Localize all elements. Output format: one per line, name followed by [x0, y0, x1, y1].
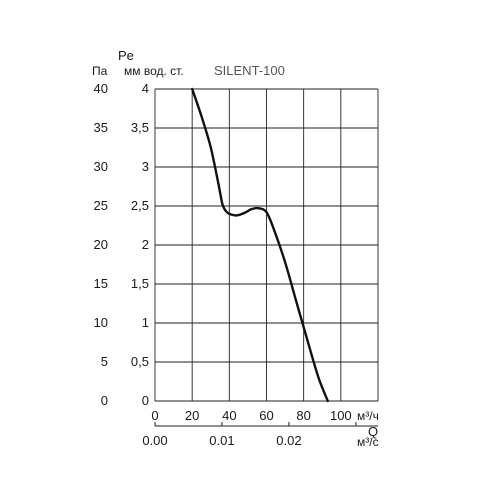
y-axis-symbol: Pe [118, 48, 134, 63]
y-tick-label-pa: 40 [94, 81, 108, 96]
x-tick-label-m3s: 0.02 [276, 433, 301, 448]
y-tick-label-mm: 4 [142, 81, 149, 96]
y-tick-label-mm: 0,5 [131, 354, 149, 369]
x-axis-unit-m3h: м³/ч [357, 409, 379, 423]
series [191, 87, 329, 403]
y-tick-label-pa: 0 [101, 393, 108, 408]
axes [154, 400, 378, 427]
x-tick-label-m3h: 40 [222, 408, 236, 423]
performance-curve [191, 87, 329, 403]
x-tick-label-m3h: 100 [330, 408, 352, 423]
chart-title: SILENT-100 [214, 63, 285, 78]
y-axis-unit-mm: мм вод. ст. [124, 64, 184, 78]
y-tick-label-pa: 25 [94, 198, 108, 213]
y-tick-label-pa: 30 [94, 159, 108, 174]
y-tick-label-mm: 0 [142, 393, 149, 408]
y-tick-label-mm: 2 [142, 237, 149, 252]
x-tick-label-m3s: 0.00 [142, 433, 167, 448]
grid [154, 88, 379, 402]
y-tick-label-mm: 2,5 [131, 198, 149, 213]
y-tick-label-pa: 15 [94, 276, 108, 291]
y-tick-label-mm: 3,5 [131, 120, 149, 135]
x-tick-label-m3h: 0 [151, 408, 158, 423]
y-tick-label-mm: 3 [142, 159, 149, 174]
x-axis-unit-m3s: м³/с [357, 435, 379, 449]
y-tick-label-mm: 1 [142, 315, 149, 330]
y-tick-label-pa: 35 [94, 120, 108, 135]
x-tick-label-m3h: 20 [185, 408, 199, 423]
y-axis-unit-pa: Па [92, 64, 108, 78]
x-tick-label-m3s: 0.01 [209, 433, 234, 448]
y-tick-label-pa: 20 [94, 237, 108, 252]
x-axis-symbol: Q [368, 424, 378, 439]
x-tick-label-m3h: 80 [296, 408, 310, 423]
y-tick-label-pa: 10 [94, 315, 108, 330]
y-tick-label-pa: 5 [101, 354, 108, 369]
y-tick-label-mm: 1,5 [131, 276, 149, 291]
x-tick-label-m3h: 60 [259, 408, 273, 423]
